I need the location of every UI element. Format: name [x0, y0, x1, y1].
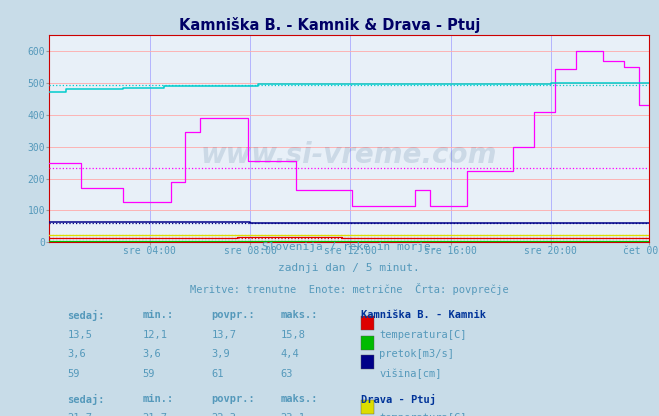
Bar: [361, 336, 374, 350]
Text: višina[cm]: višina[cm]: [380, 369, 442, 379]
Text: pretok[m3/s]: pretok[m3/s]: [380, 349, 454, 359]
Text: sedaj:: sedaj:: [67, 310, 105, 321]
Text: min.:: min.:: [142, 310, 173, 320]
Text: Kamniška B. - Kamnik & Drava - Ptuj: Kamniška B. - Kamnik & Drava - Ptuj: [179, 17, 480, 33]
Text: povpr.:: povpr.:: [212, 310, 255, 320]
Text: temperatura[C]: temperatura[C]: [380, 414, 467, 416]
Text: 15,8: 15,8: [280, 329, 305, 339]
Text: sedaj:: sedaj:: [67, 394, 105, 405]
Text: 3,6: 3,6: [67, 349, 86, 359]
Text: 12,1: 12,1: [142, 329, 167, 339]
Text: 59: 59: [142, 369, 155, 379]
Text: 22,3: 22,3: [212, 414, 237, 416]
Text: 23,1: 23,1: [280, 414, 305, 416]
Text: maks.:: maks.:: [280, 394, 318, 404]
Text: Meritve: trenutne  Enote: metrične  Črta: povprečje: Meritve: trenutne Enote: metrične Črta: …: [190, 283, 509, 295]
Text: Kamniška B. - Kamnik: Kamniška B. - Kamnik: [361, 310, 486, 320]
Text: www.si-vreme.com: www.si-vreme.com: [201, 141, 498, 169]
Text: 4,4: 4,4: [280, 349, 299, 359]
Text: min.:: min.:: [142, 394, 173, 404]
Text: zadnji dan / 5 minut.: zadnji dan / 5 minut.: [278, 262, 420, 272]
Text: 21,7: 21,7: [67, 414, 92, 416]
Bar: [361, 355, 374, 369]
Bar: [361, 316, 374, 330]
Text: povpr.:: povpr.:: [212, 394, 255, 404]
Text: 21,7: 21,7: [142, 414, 167, 416]
Text: 13,5: 13,5: [67, 329, 92, 339]
Text: 63: 63: [280, 369, 293, 379]
Text: temperatura[C]: temperatura[C]: [380, 329, 467, 339]
Text: 59: 59: [67, 369, 80, 379]
Bar: [361, 400, 374, 414]
Text: 61: 61: [212, 369, 224, 379]
Text: 13,7: 13,7: [212, 329, 237, 339]
Text: 3,9: 3,9: [212, 349, 230, 359]
Text: maks.:: maks.:: [280, 310, 318, 320]
Text: 3,6: 3,6: [142, 349, 161, 359]
Text: Slovenija / reke in morje.: Slovenija / reke in morje.: [262, 242, 437, 252]
Text: Drava - Ptuj: Drava - Ptuj: [361, 394, 436, 405]
